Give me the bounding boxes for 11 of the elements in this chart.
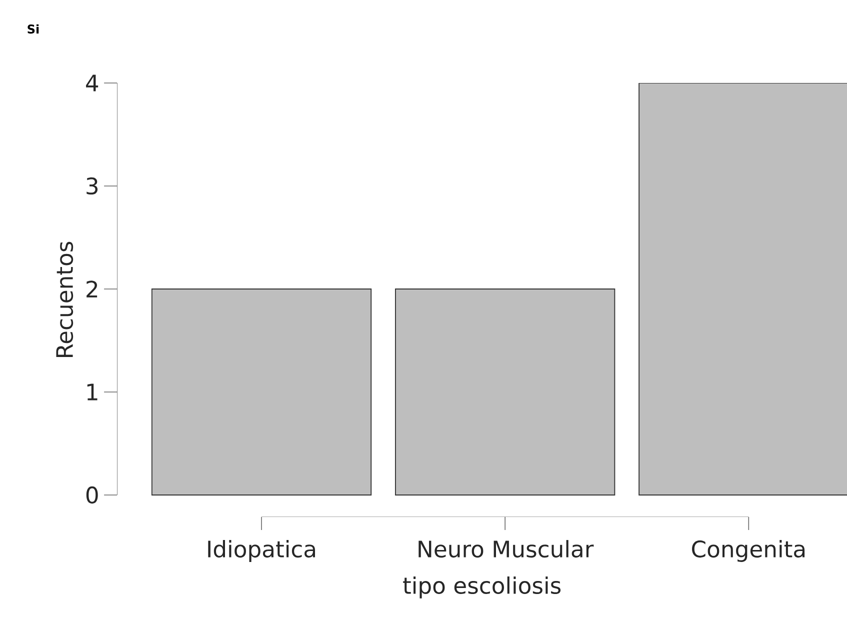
x-axis-title: tipo escoliosis [403, 576, 561, 598]
y-tick-label: 4 [86, 74, 98, 92]
x-tick-label: Idiopatica [208, 540, 315, 562]
x-tick-label: Congenita [692, 540, 805, 562]
x-tick-label: Neuro Muscular [418, 540, 594, 558]
y-tick-label: 3 [86, 177, 98, 195]
y-tick-label: 0 [86, 486, 98, 504]
text: Si [28, 24, 39, 34]
y-tick-label: 1 [87, 384, 98, 400]
y-tick-label: 2 [86, 280, 98, 298]
y-axis-title: Recuentos [56, 242, 74, 357]
